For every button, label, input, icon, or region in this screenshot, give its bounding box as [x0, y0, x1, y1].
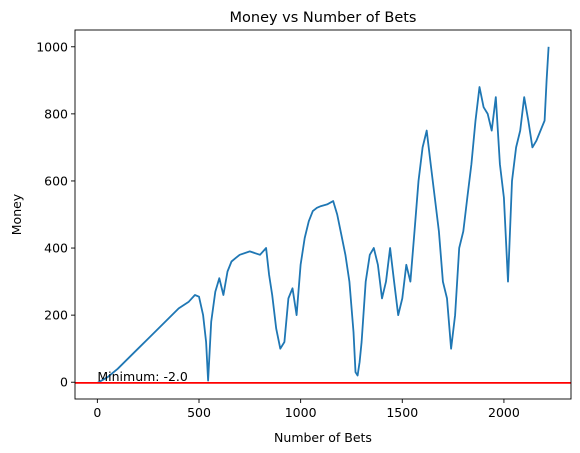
chart-title: Money vs Number of Bets — [230, 10, 417, 26]
y-tick-label: 600 — [44, 173, 68, 188]
y-tick-label: 0 — [60, 375, 68, 390]
plot-area — [75, 46, 571, 384]
x-tick-label: 2000 — [488, 405, 520, 420]
x-tick-label: 1000 — [285, 405, 317, 420]
x-tick-label: 500 — [187, 405, 211, 420]
x-axis-label: Number of Bets — [274, 430, 372, 445]
x-tick-label: 0 — [93, 405, 101, 420]
y-tick-label: 400 — [44, 241, 68, 256]
y-tick-label: 1000 — [36, 39, 68, 54]
y-tick-label: 800 — [44, 106, 68, 121]
plot-frame — [74, 29, 572, 400]
y-axis-label: Money — [9, 193, 24, 235]
y-axis: 0 200 400 600 800 1000 — [36, 39, 75, 390]
x-axis: 0 500 1000 1500 2000 — [93, 399, 520, 420]
minimum-annotation: Minimum: -2.0 — [97, 369, 188, 384]
x-tick-label: 1500 — [386, 405, 418, 420]
money-series-line — [96, 46, 550, 384]
y-tick-label: 200 — [44, 308, 68, 323]
